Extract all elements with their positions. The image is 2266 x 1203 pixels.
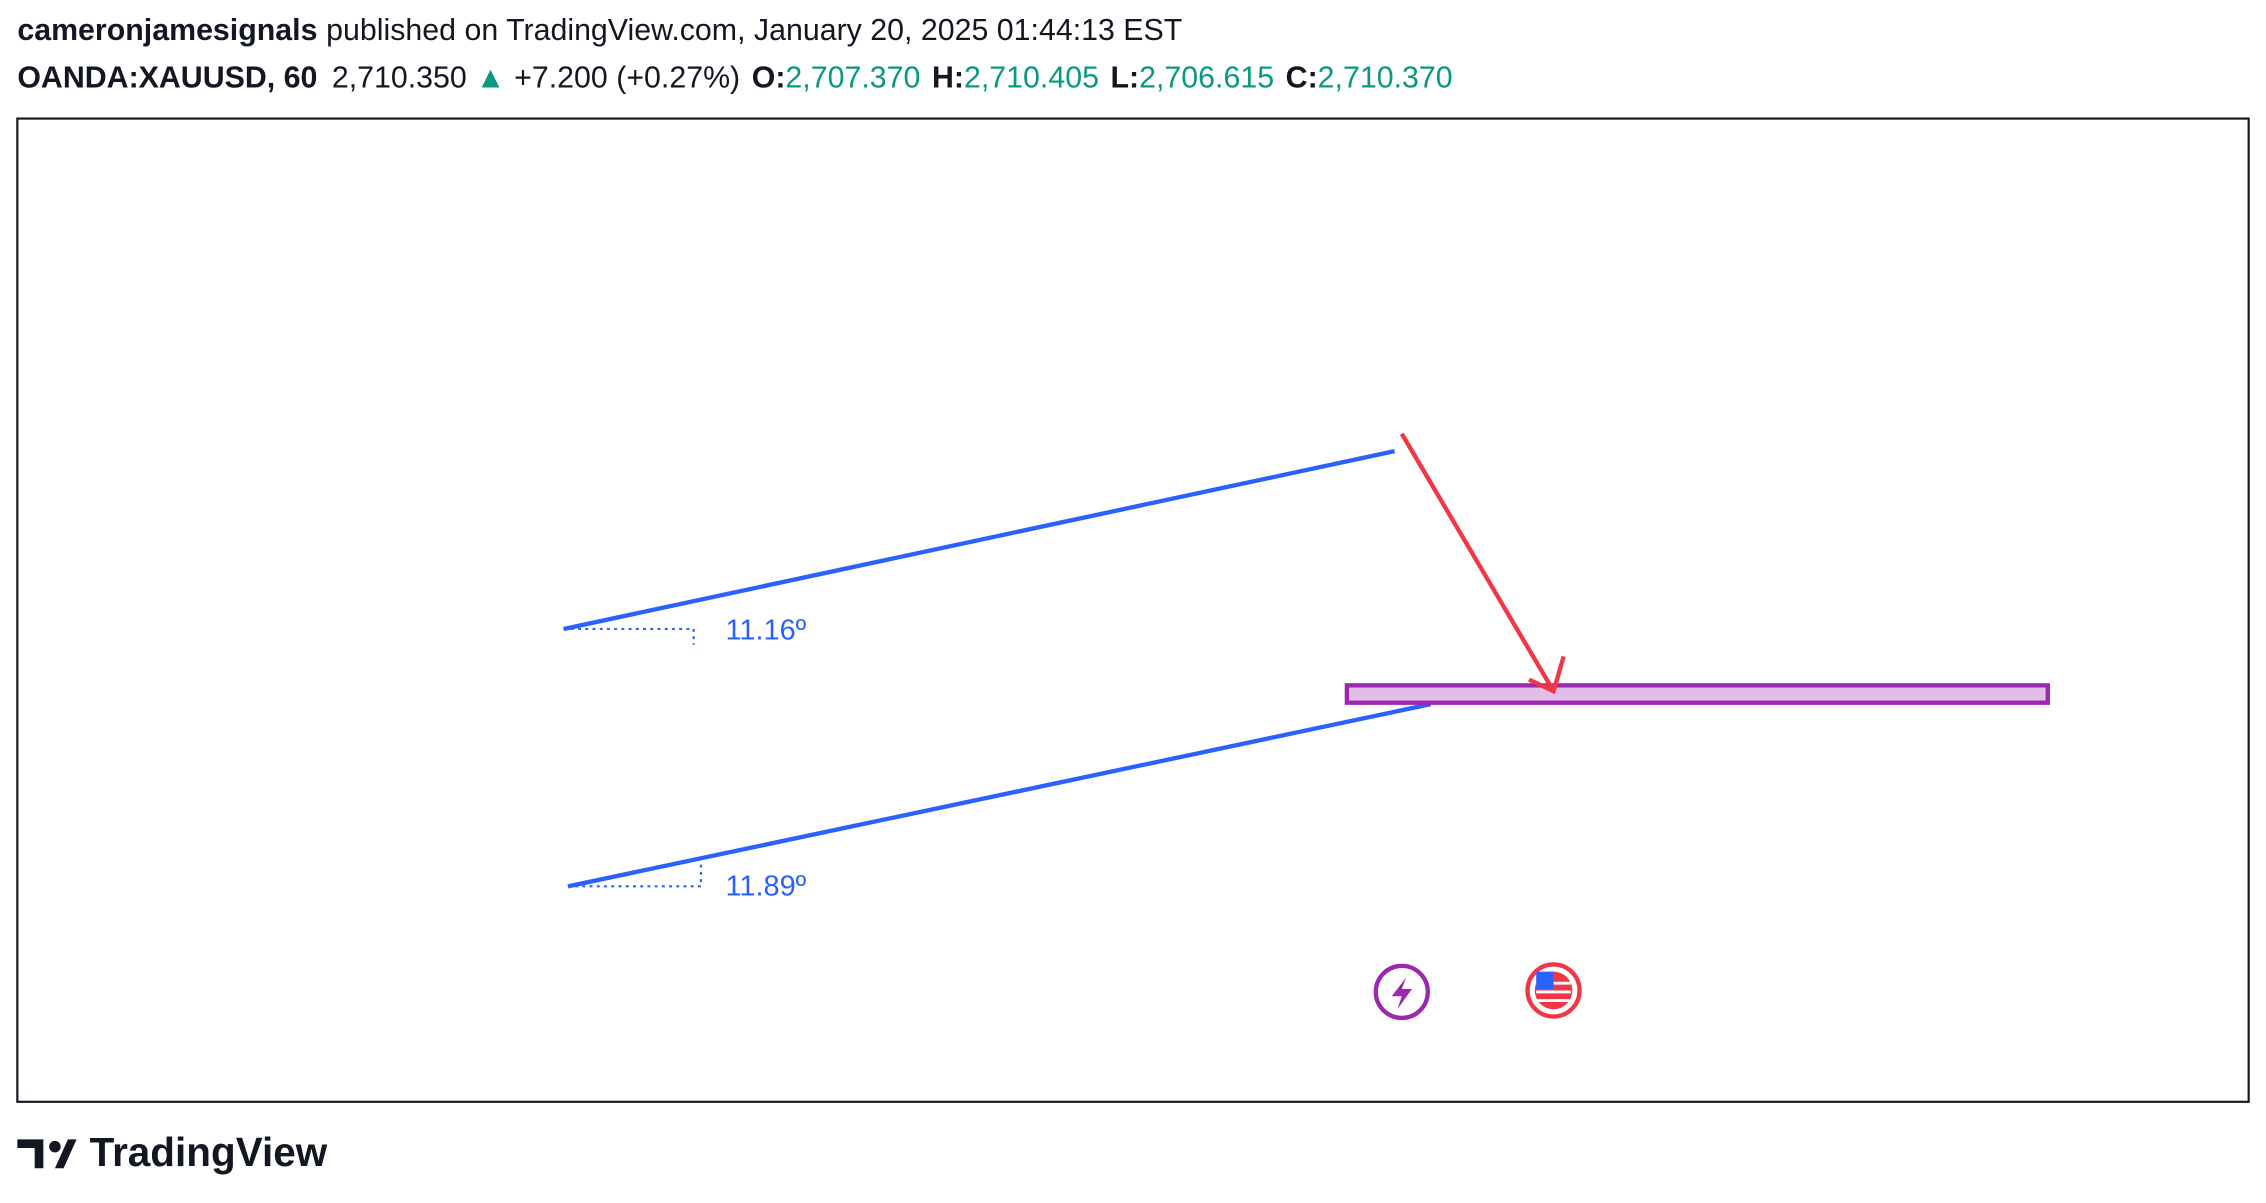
h-label: H: (932, 62, 964, 95)
h-value: 2,710.405 (964, 62, 1099, 95)
last-price: 2,710.350 (332, 62, 467, 95)
publish-line: cameronjamesignals published on TradingVi… (17, 14, 1182, 47)
forecast-arrow (1399, 432, 1566, 695)
angle-guide (567, 864, 702, 888)
support-zone (1344, 683, 2050, 705)
symbol: OANDA:XAUUSD, 60 (17, 62, 317, 95)
published: published on TradingView.com, January 20… (326, 14, 1182, 47)
chart-frame (16, 117, 2250, 1103)
o-label: O: (752, 62, 786, 95)
footer: TradingView (17, 1129, 328, 1175)
symbol-line: OANDA:XAUUSD, 60 2,710.350 ▲ +7.200 (+0.27%… (17, 62, 1452, 95)
o-value: 2,707.370 (785, 62, 920, 95)
c-label: C: (1286, 62, 1318, 95)
angle-label: 11.89º (725, 870, 806, 902)
change-arrow: ▲ (475, 62, 505, 95)
angle-label: 11.16º (725, 615, 806, 647)
overlay (1344, 432, 2050, 1021)
l-value: 2,706.615 (1139, 62, 1274, 95)
l-label: L: (1111, 62, 1140, 95)
drawings: 11.16º 11.89º (563, 449, 1432, 902)
trend-line (567, 702, 1432, 889)
change: +7.200 (+0.27%) (514, 62, 740, 95)
angle-guide (563, 627, 695, 645)
logo-mark (17, 1139, 77, 1169)
c-value: 2,710.370 (1318, 62, 1453, 95)
trend-line (563, 449, 1396, 632)
author: cameronjamesignals (17, 14, 317, 47)
flag-canton (1536, 971, 1554, 990)
logo-dot (49, 1140, 61, 1153)
brand: TradingView (90, 1129, 328, 1175)
lightning-icon (1391, 977, 1412, 1010)
